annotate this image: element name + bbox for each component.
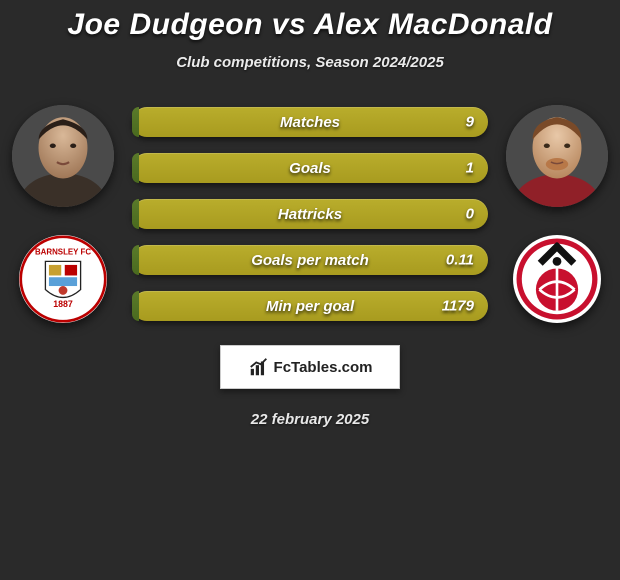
brand-box[interactable]: FcTables.com xyxy=(220,345,400,389)
stat-label: Min per goal xyxy=(266,298,354,315)
stat-right-value: 0.11 xyxy=(446,252,474,269)
rotherham-badge-icon xyxy=(513,235,601,323)
stat-bar-goals: Goals 1 xyxy=(132,153,488,183)
subtitle: Club competitions, Season 2024/2025 xyxy=(0,54,620,71)
stat-label: Hattricks xyxy=(278,206,342,223)
stat-bar-mpg: Min per goal 1179 xyxy=(132,291,488,321)
stat-right-value: 1 xyxy=(466,160,474,177)
main-row: BARNSLEY FC 1887 Matches 9 Goals 1 xyxy=(0,101,620,323)
chart-icon xyxy=(248,356,270,378)
comparison-card: Joe Dudgeon vs Alex MacDonald Club compe… xyxy=(0,0,620,428)
stats-bars: Matches 9 Goals 1 Hattricks 0 Goals per … xyxy=(118,107,502,321)
stat-bar-hattricks: Hattricks 0 xyxy=(132,199,488,229)
player-right-avatar xyxy=(506,105,608,207)
brand-text: FcTables.com xyxy=(274,359,373,376)
left-column: BARNSLEY FC 1887 xyxy=(8,101,118,323)
player-left-club-badge: BARNSLEY FC 1887 xyxy=(19,235,107,323)
right-column xyxy=(502,101,612,323)
stat-right-value: 9 xyxy=(466,114,474,131)
player-right-club-badge xyxy=(513,235,601,323)
stat-bar-matches: Matches 9 xyxy=(132,107,488,137)
stat-right-value: 0 xyxy=(466,206,474,223)
stat-label: Matches xyxy=(280,114,340,131)
stat-bar-gpm: Goals per match 0.11 xyxy=(132,245,488,275)
player-left-avatar xyxy=(12,105,114,207)
date-line: 22 february 2025 xyxy=(0,411,620,428)
page-title: Joe Dudgeon vs Alex MacDonald xyxy=(0,8,620,42)
person-icon xyxy=(506,105,608,207)
barnsley-badge-icon: BARNSLEY FC 1887 xyxy=(19,235,107,323)
stat-right-value: 1179 xyxy=(442,298,474,315)
svg-text:1887: 1887 xyxy=(53,299,73,309)
person-icon xyxy=(12,105,114,207)
svg-text:BARNSLEY FC: BARNSLEY FC xyxy=(35,247,91,256)
stat-label: Goals per match xyxy=(251,252,369,269)
stat-label: Goals xyxy=(289,160,331,177)
